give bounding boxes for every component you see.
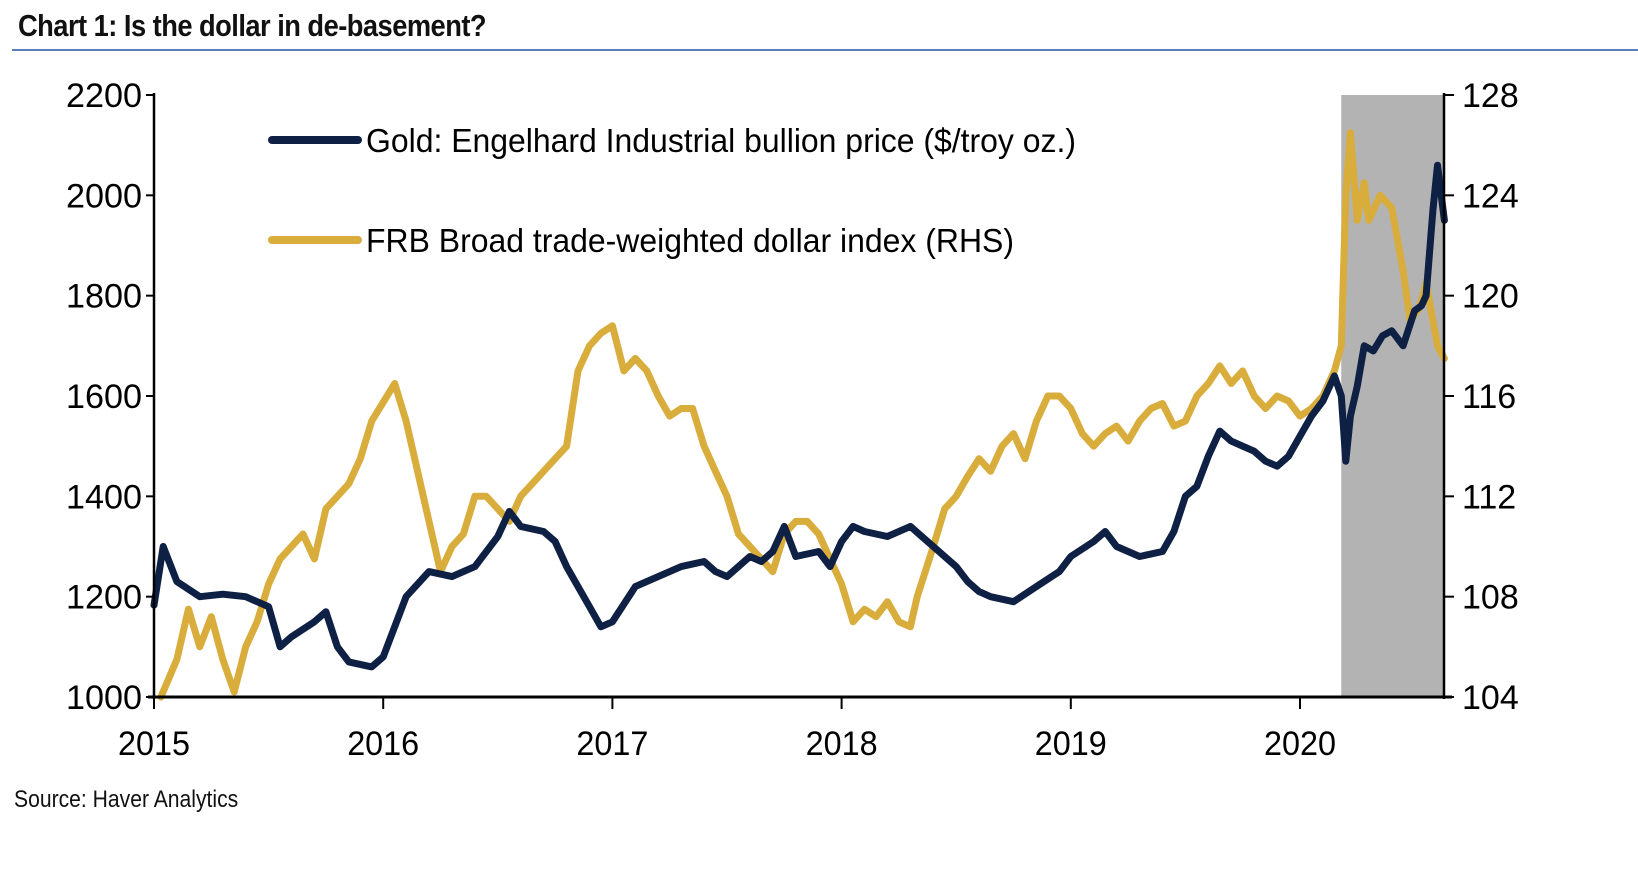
series-line-gold [150, 161, 1448, 671]
y-left-tick-label: 1400 [66, 478, 142, 516]
y-right-tick-label: 124 [1462, 177, 1519, 215]
y-left-tick-label: 1800 [66, 278, 142, 316]
legend-label-dollar: FRB Broad trade-weighted dollar index (R… [366, 222, 1014, 259]
x-tick-label: 2018 [806, 725, 878, 763]
x-tick-label: 2017 [576, 725, 648, 763]
y-right-tick-label: 112 [1462, 478, 1516, 516]
source-note: Source: Haver Analytics [14, 786, 239, 813]
y-left-tick-label: 1000 [66, 679, 142, 717]
y-right-tick-label: 128 [1462, 77, 1519, 115]
axes-layer: 1000 1200 1400 1600 1800 2000 2200 104 108 112 116… [66, 77, 1519, 763]
y-right-tick-label: 104 [1462, 679, 1519, 717]
x-tick-label: 2016 [347, 725, 419, 763]
y-left-tick-label: 2200 [66, 77, 142, 115]
legend-label-gold: Gold: Engelhard Industrial bullion price… [366, 122, 1076, 159]
y-left-tick-label: 1600 [66, 378, 142, 416]
y-right-tick-label: 108 [1462, 579, 1519, 617]
chart-title: Chart 1: Is the dollar in de-basement? [18, 8, 487, 43]
y-right-tick-label: 120 [1462, 278, 1519, 316]
y-left-tick-label: 1200 [66, 579, 142, 617]
title-divider [12, 49, 1638, 51]
legend: Gold: Engelhard Industrial bullion price… [268, 122, 1076, 259]
x-tick-label: 2015 [118, 725, 190, 763]
series-layer [150, 129, 1448, 701]
x-tick-label: 2020 [1264, 725, 1336, 763]
y-right-tick-label: 116 [1462, 378, 1516, 416]
x-tick-label: 2019 [1035, 725, 1107, 763]
y-left-tick-label: 2000 [66, 177, 142, 215]
series-line-dollar [157, 129, 1448, 701]
